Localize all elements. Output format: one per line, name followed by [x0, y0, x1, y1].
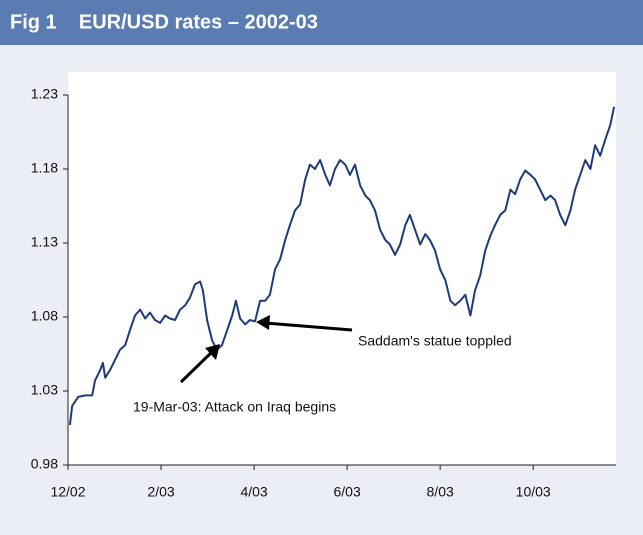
- annotation-arrow: [179, 349, 215, 384]
- line-series: [68, 106, 616, 426]
- plot-area: [68, 72, 616, 465]
- x-tick-label: 8/03: [427, 484, 454, 500]
- x-tick-label: 4/03: [240, 484, 267, 500]
- header-bar: [0, 0, 643, 45]
- x-tick-label: 10/03: [516, 484, 551, 500]
- annotation: Saddam's statue toppled: [358, 333, 512, 349]
- y-tick-label: 1.13: [31, 234, 58, 250]
- x-tick-label: 2/03: [147, 484, 174, 500]
- y-tick-label: 1.18: [31, 160, 58, 176]
- y-tick-label: 1.08: [31, 308, 58, 324]
- annotation-arrow: [264, 321, 353, 332]
- arrowhead: [205, 344, 220, 360]
- chart-title: Fig 1 EUR/USD rates – 2002-03: [10, 11, 318, 33]
- y-tick-label: 1.23: [31, 86, 58, 102]
- x-tick-label: 12/02: [50, 484, 85, 500]
- x-tick-label: 6/03: [333, 484, 360, 500]
- annotation: 19-Mar-03: Attack on Iraq begins: [133, 399, 336, 415]
- y-tick-label: 1.03: [31, 382, 58, 398]
- arrowhead: [256, 315, 270, 330]
- y-tick-label: 0.98: [31, 456, 58, 472]
